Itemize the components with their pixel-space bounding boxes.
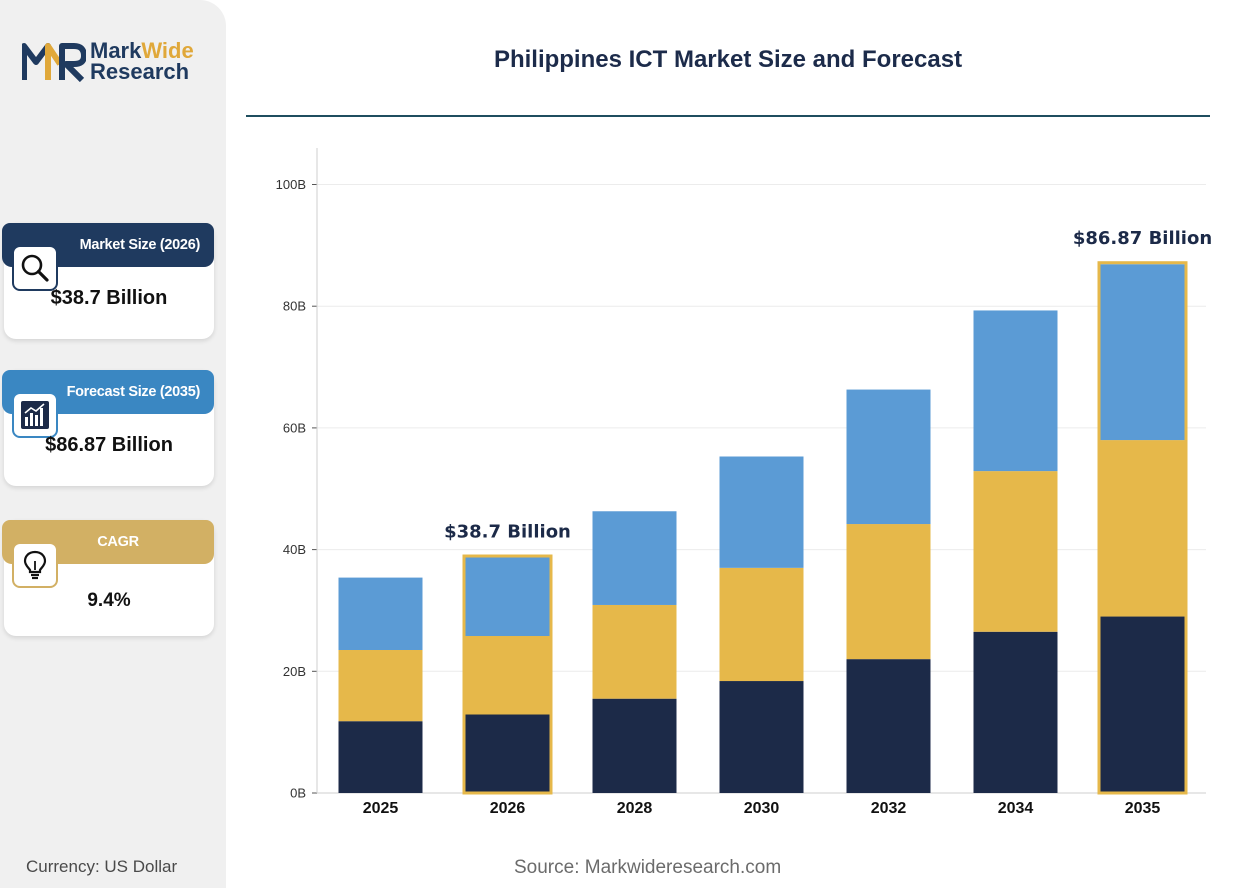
y-tick-label: 0B [290,786,306,801]
chart-title: Philippines ICT Market Size and Forecast [493,46,963,73]
markwide-logo[interactable]: MarkWide Research [22,40,212,84]
source-note: Source: Markwideresearch.com [514,857,782,878]
bar-segment-2030-2 [719,456,804,568]
y-tick-label: 20B [283,664,306,679]
market-size-card: Market Size (2026) $38.7 Billion [2,223,214,339]
bar-segment-2025-2 [338,577,423,651]
x-tick-label: 2025 [363,800,399,817]
bar-segment-2026-2 [465,557,550,637]
bar-segment-2028-2 [592,511,677,605]
bar-segment-2030-0 [719,681,804,793]
bar-segment-2028-1 [592,604,677,699]
y-tick-label: 40B [283,542,306,557]
bar-chart-icon [12,392,58,438]
bar-segment-2025-0 [338,721,423,793]
bar-segment-2026-1 [465,636,550,715]
logo-wordmark: MarkWide Research [90,38,194,84]
bar-segment-2032-1 [846,524,931,660]
bar-segment-2035-0 [1100,616,1185,793]
bar-segment-2025-1 [338,650,423,722]
mwr-logo-icon [22,43,86,82]
bar-segment-2035-2 [1100,264,1185,441]
y-tick-label: 100B [276,177,306,192]
y-tick-label: 80B [283,299,306,314]
bar-highlight-2035 [1097,261,1188,795]
bar-segment-2028-0 [592,698,677,793]
market-size-label: Market Size (2026) [79,237,201,253]
x-tick-label: 2028 [617,800,653,817]
currency-note: Currency: US Dollar [26,857,178,876]
x-tick-label: 2032 [871,800,907,817]
bar-highlight-2026 [462,554,553,795]
logo-word-mark: Mark [90,38,142,63]
forecast-size-value: $86.87 Billion [45,434,173,456]
magnifier-icon [12,245,58,291]
logo-word-research: Research [90,59,190,84]
x-tick-label: 2030 [744,800,780,817]
x-tick-label: 2034 [998,800,1034,817]
data-label-2035: $86.87 Billion [1073,228,1212,249]
cagr-label: CAGR [97,534,139,550]
bar-segment-2034-0 [973,631,1058,793]
cagr-value: 9.4% [87,590,131,611]
logo-word-wide: Wide [141,38,194,63]
y-tick-label: 60B [283,420,306,435]
bar-segment-2032-0 [846,659,931,793]
cagr-card: CAGR 9.4% [2,520,214,636]
forecast-size-card: Forecast Size (2035) $86.87 Billion [2,370,214,486]
bar-segment-2034-2 [973,310,1058,472]
bar-segment-2034-1 [973,471,1058,632]
data-label-2026: $38.7 Billion [444,522,571,543]
x-tick-label: 2035 [1125,800,1161,817]
forecast-size-label: Forecast Size (2035) [66,384,201,400]
sidebar: MarkWide Research Market Size (2026) $38… [0,0,226,888]
bar-segment-2030-1 [719,567,804,682]
lightbulb-icon [12,542,58,588]
bar-segment-2032-2 [846,389,931,525]
title-divider [246,115,1210,117]
market-size-value: $38.7 Billion [50,287,168,309]
bar-segment-2035-1 [1100,440,1185,617]
bar-segment-2026-0 [465,714,550,793]
x-tick-label: 2026 [490,800,526,817]
